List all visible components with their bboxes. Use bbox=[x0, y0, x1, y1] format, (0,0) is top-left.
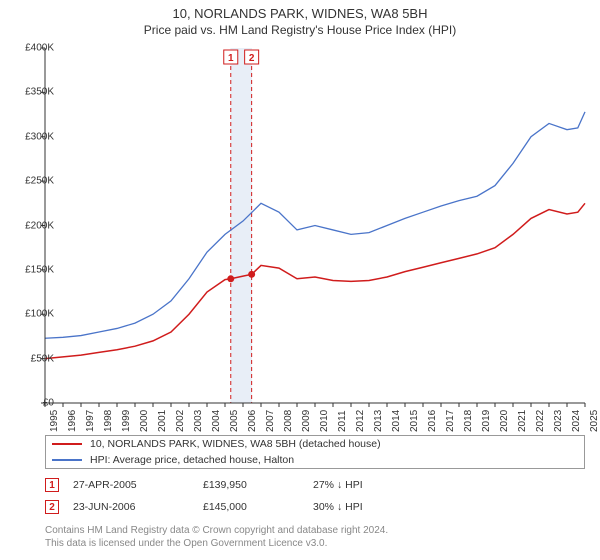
x-tick-label: 2005 bbox=[229, 410, 240, 432]
x-tick-label: 2022 bbox=[535, 410, 546, 432]
sale-row: 2 23-JUN-2006 £145,000 30% HPI bbox=[45, 496, 585, 518]
chart-container: 10, NORLANDS PARK, WIDNES, WA8 5BH Price… bbox=[0, 0, 600, 560]
sale-price: £139,950 bbox=[203, 479, 313, 491]
svg-text:1: 1 bbox=[228, 53, 234, 64]
sale-price: £145,000 bbox=[203, 501, 313, 513]
x-tick-label: 1999 bbox=[121, 410, 132, 432]
x-tick-label: 2002 bbox=[175, 410, 186, 432]
x-tick-label: 2007 bbox=[265, 410, 276, 432]
legend-label: HPI: Average price, detached house, Halt… bbox=[90, 454, 294, 466]
line-chart: 12 bbox=[45, 48, 585, 403]
arrow-down-icon bbox=[337, 501, 342, 513]
x-tick-label: 2013 bbox=[373, 410, 384, 432]
x-tick-label: 2020 bbox=[499, 410, 510, 432]
arrow-down-icon bbox=[337, 479, 342, 491]
x-tick-label: 2017 bbox=[445, 410, 456, 432]
x-tick-label: 2006 bbox=[247, 410, 258, 432]
x-tick-label: 2012 bbox=[355, 410, 366, 432]
sale-date: 23-JUN-2006 bbox=[73, 501, 203, 513]
legend: 10, NORLANDS PARK, WIDNES, WA8 5BH (deta… bbox=[45, 435, 585, 469]
title-main: 10, NORLANDS PARK, WIDNES, WA8 5BH bbox=[0, 6, 600, 21]
legend-item: 10, NORLANDS PARK, WIDNES, WA8 5BH (deta… bbox=[46, 436, 584, 452]
x-tick-label: 2004 bbox=[211, 410, 222, 432]
sale-hpi: 30% HPI bbox=[313, 501, 433, 513]
chart-area: 12 bbox=[45, 48, 585, 403]
y-tick-label: £250K bbox=[25, 176, 54, 187]
x-tick-label: 2008 bbox=[283, 410, 294, 432]
y-tick-label: £100K bbox=[25, 309, 54, 320]
x-tick-label: 2019 bbox=[481, 410, 492, 432]
y-tick-label: £150K bbox=[25, 264, 54, 275]
x-tick-label: 2016 bbox=[427, 410, 438, 432]
x-tick-label: 2001 bbox=[157, 410, 168, 432]
x-tick-label: 1996 bbox=[67, 410, 78, 432]
y-tick-label: £50K bbox=[31, 353, 54, 364]
x-tick-label: 2003 bbox=[193, 410, 204, 432]
sale-hpi: 27% HPI bbox=[313, 479, 433, 491]
legend-label: 10, NORLANDS PARK, WIDNES, WA8 5BH (deta… bbox=[90, 438, 381, 450]
x-tick-label: 2010 bbox=[319, 410, 330, 432]
sale-row: 1 27-APR-2005 £139,950 27% HPI bbox=[45, 474, 585, 496]
x-tick-label: 2025 bbox=[589, 410, 600, 432]
y-tick-label: £400K bbox=[25, 43, 54, 54]
x-tick-label: 2021 bbox=[517, 410, 528, 432]
x-tick-label: 2024 bbox=[571, 410, 582, 432]
title-sub: Price paid vs. HM Land Registry's House … bbox=[0, 23, 600, 37]
sale-marker-icon: 1 bbox=[45, 478, 59, 492]
sales-table: 1 27-APR-2005 £139,950 27% HPI 2 23-JUN-… bbox=[45, 474, 585, 518]
svg-text:2: 2 bbox=[249, 53, 255, 64]
x-tick-label: 1998 bbox=[103, 410, 114, 432]
legend-swatch bbox=[52, 459, 82, 461]
x-tick-label: 2015 bbox=[409, 410, 420, 432]
x-tick-label: 1995 bbox=[49, 410, 60, 432]
x-tick-label: 2023 bbox=[553, 410, 564, 432]
x-tick-label: 2018 bbox=[463, 410, 474, 432]
license-text: Contains HM Land Registry data © Crown c… bbox=[45, 524, 388, 550]
title-block: 10, NORLANDS PARK, WIDNES, WA8 5BH Price… bbox=[0, 0, 600, 37]
sale-marker-icon: 2 bbox=[45, 500, 59, 514]
x-tick-label: 2009 bbox=[301, 410, 312, 432]
x-tick-label: 2014 bbox=[391, 410, 402, 432]
legend-item: HPI: Average price, detached house, Halt… bbox=[46, 452, 584, 468]
x-tick-label: 2011 bbox=[337, 410, 348, 432]
y-tick-label: £300K bbox=[25, 131, 54, 142]
sale-date: 27-APR-2005 bbox=[73, 479, 203, 491]
y-tick-label: £0 bbox=[43, 398, 54, 409]
legend-swatch bbox=[52, 443, 82, 445]
x-tick-label: 1997 bbox=[85, 410, 96, 432]
y-tick-label: £350K bbox=[25, 87, 54, 98]
x-tick-label: 2000 bbox=[139, 410, 150, 432]
y-tick-label: £200K bbox=[25, 220, 54, 231]
